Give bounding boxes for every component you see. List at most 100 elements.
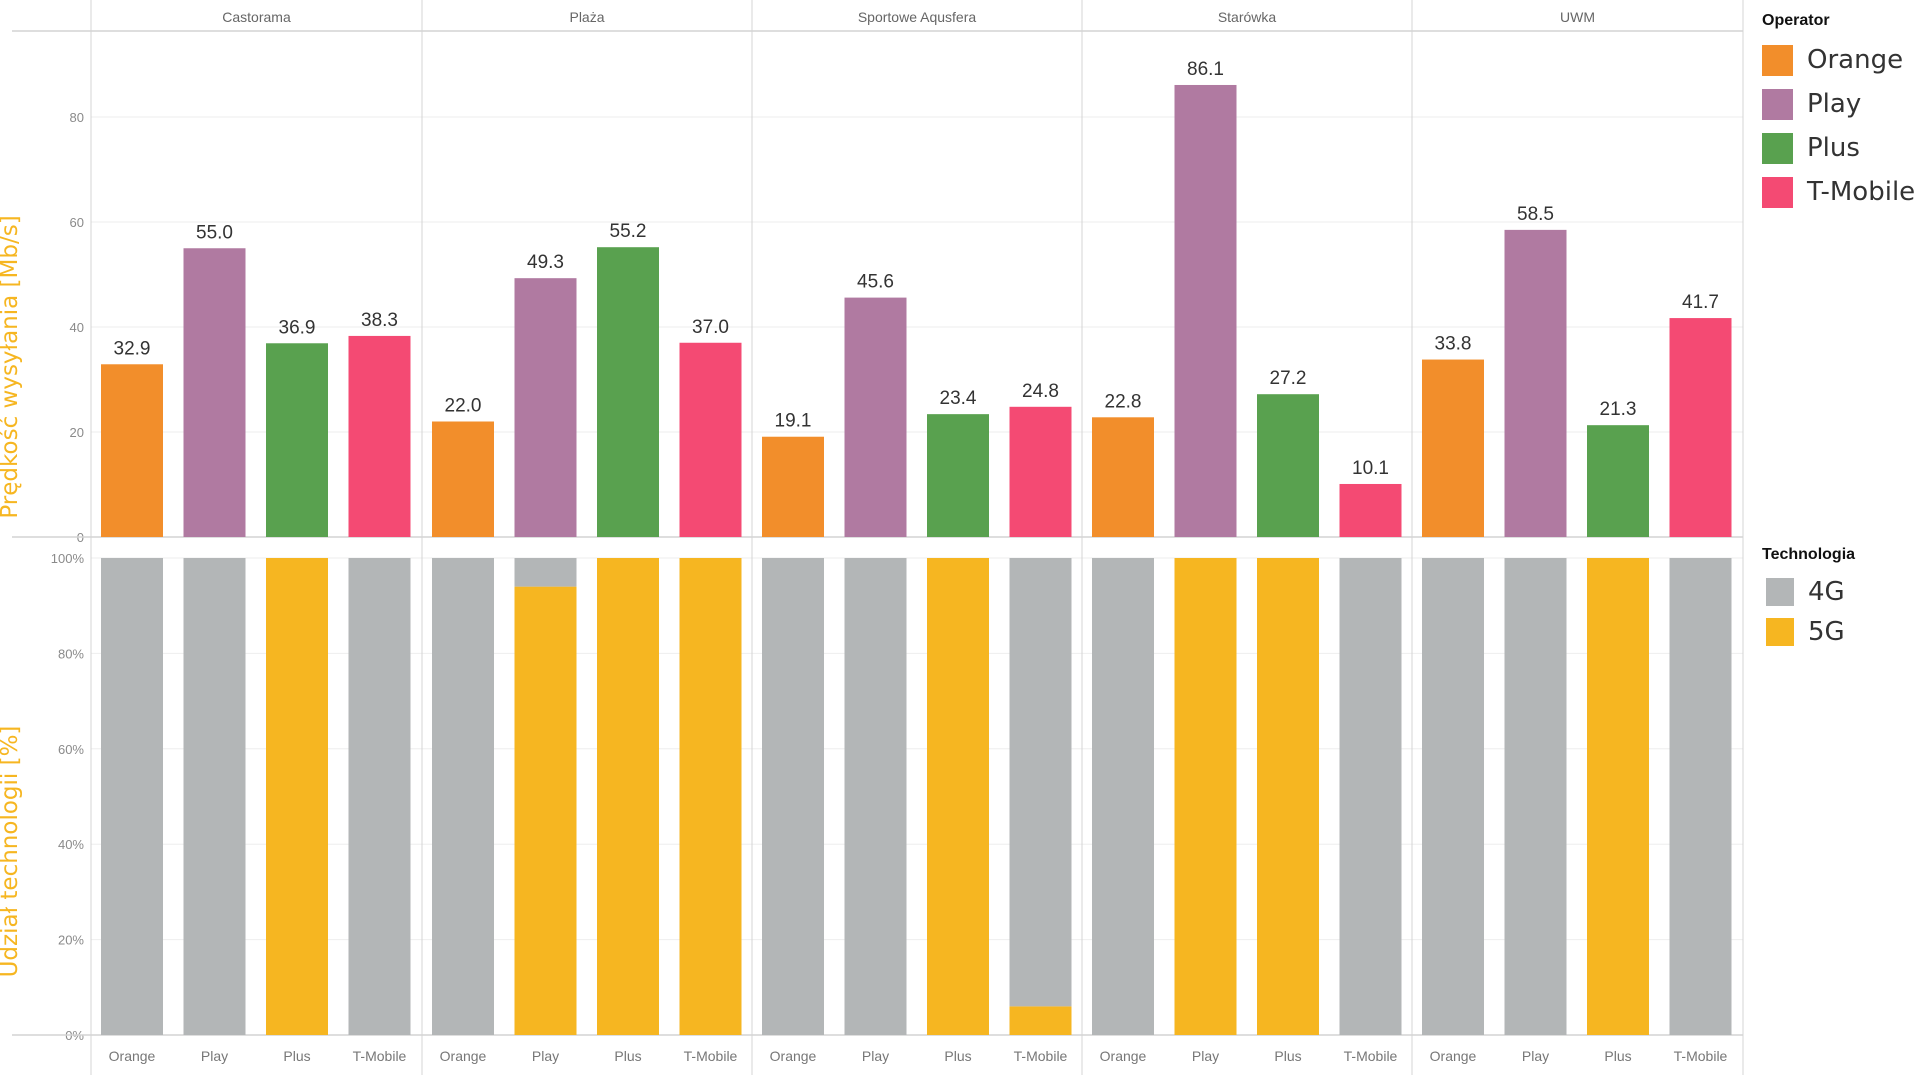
x-tick-label: Play bbox=[862, 1048, 889, 1064]
bar-4g bbox=[762, 558, 824, 1035]
y-tick-label: 20% bbox=[58, 933, 84, 948]
x-tick-label: Plus bbox=[1604, 1048, 1631, 1064]
x-tick-label: Play bbox=[1522, 1048, 1549, 1064]
bar-plus bbox=[927, 414, 989, 537]
legend-label: Orange bbox=[1807, 45, 1904, 75]
facet-header: Sportowe Aqusfera bbox=[858, 9, 977, 25]
facet-header: Castorama bbox=[222, 9, 291, 25]
bar-4g bbox=[101, 558, 163, 1035]
data-label: 32.9 bbox=[114, 338, 151, 359]
x-tick-label: T-Mobile bbox=[1674, 1048, 1728, 1064]
operator-legend: Operator Orange Play Plus T-Mobile bbox=[1762, 12, 1915, 214]
x-tick-label: Orange bbox=[1100, 1048, 1147, 1064]
y-tick-label: 60% bbox=[58, 742, 84, 757]
bar-4g bbox=[1669, 558, 1732, 1035]
legend-swatch-5g bbox=[1766, 618, 1794, 646]
x-tick-label: Orange bbox=[109, 1048, 156, 1064]
data-label: 33.8 bbox=[1435, 334, 1472, 355]
bar-t-mobile bbox=[679, 342, 742, 537]
legend-swatch-4g bbox=[1766, 578, 1794, 606]
bar-5g bbox=[1587, 558, 1649, 1035]
data-label: 10.1 bbox=[1352, 458, 1389, 479]
y-tick-label: 40% bbox=[58, 837, 84, 852]
technology-legend: Technologia 4G 5G bbox=[1762, 546, 1855, 652]
bar-4g bbox=[1422, 558, 1484, 1035]
legend-swatch-orange bbox=[1762, 44, 1793, 76]
x-tick-label: Play bbox=[532, 1048, 559, 1064]
legend-item-plus[interactable]: Plus bbox=[1762, 126, 1915, 170]
bar-play bbox=[514, 278, 577, 537]
bar-4g bbox=[1092, 558, 1154, 1035]
bar-5g bbox=[597, 558, 659, 1035]
bar-plus bbox=[266, 343, 328, 537]
x-tick-label: Play bbox=[201, 1048, 228, 1064]
data-label: 24.8 bbox=[1022, 381, 1059, 402]
legend-label: Plus bbox=[1807, 133, 1860, 163]
legend-label: T-Mobile bbox=[1807, 177, 1916, 207]
bar-t-mobile bbox=[1339, 483, 1402, 537]
data-label: 27.2 bbox=[1270, 368, 1307, 389]
y-tick-label: 100% bbox=[51, 551, 85, 566]
bar-5g bbox=[266, 558, 328, 1035]
x-tick-label: Play bbox=[1192, 1048, 1219, 1064]
legend-label: 5G bbox=[1808, 617, 1845, 647]
data-label: 22.0 bbox=[445, 396, 482, 417]
x-tick-label: T-Mobile bbox=[1344, 1048, 1398, 1064]
bar-plus bbox=[597, 247, 659, 537]
legend-label: Play bbox=[1807, 89, 1862, 119]
facet-header: Starówka bbox=[1218, 9, 1277, 25]
bar-5g bbox=[1257, 558, 1319, 1035]
legend-swatch-t-mobile bbox=[1762, 176, 1793, 208]
legend-label: 4G bbox=[1808, 577, 1845, 607]
y-tick-label: 80% bbox=[58, 646, 84, 661]
data-label: 58.5 bbox=[1517, 204, 1554, 225]
x-tick-label: Orange bbox=[1430, 1048, 1477, 1064]
bar-4g bbox=[1504, 558, 1567, 1035]
bar-4g bbox=[844, 558, 907, 1035]
x-tick-label: T-Mobile bbox=[353, 1048, 407, 1064]
bar-orange bbox=[101, 364, 163, 537]
bar-play bbox=[1174, 84, 1237, 537]
bar-orange bbox=[1092, 417, 1154, 537]
bar-4g bbox=[183, 558, 246, 1035]
legend-item-5g[interactable]: 5G bbox=[1762, 612, 1855, 652]
data-label: 22.8 bbox=[1105, 391, 1142, 412]
data-label: 37.0 bbox=[692, 317, 729, 338]
data-label: 49.3 bbox=[527, 252, 564, 273]
data-label: 21.3 bbox=[1600, 399, 1637, 420]
legend-swatch-play bbox=[1762, 88, 1793, 120]
bar-5g bbox=[1009, 1006, 1072, 1035]
x-tick-label: Plus bbox=[283, 1048, 310, 1064]
bar-orange bbox=[432, 421, 494, 537]
legend-item-4g[interactable]: 4G bbox=[1762, 572, 1855, 612]
x-tick-label: T-Mobile bbox=[1014, 1048, 1068, 1064]
bar-plus bbox=[1257, 394, 1319, 537]
bar-4g bbox=[514, 558, 577, 587]
x-tick-label: Orange bbox=[770, 1048, 817, 1064]
facet-header: Plaża bbox=[569, 9, 604, 25]
data-label: 55.2 bbox=[610, 221, 647, 242]
data-label: 55.0 bbox=[196, 222, 233, 243]
legend-title: Technologia bbox=[1762, 546, 1856, 563]
bar-plus bbox=[1587, 425, 1649, 537]
legend-item-t-mobile[interactable]: T-Mobile bbox=[1762, 170, 1915, 214]
y-axis-title: Prędkość wysyłania [Mb/s] bbox=[0, 215, 23, 518]
data-label: 45.6 bbox=[857, 272, 894, 293]
bar-5g bbox=[1174, 558, 1237, 1035]
bar-play bbox=[1504, 229, 1567, 537]
x-tick-label: Plus bbox=[944, 1048, 971, 1064]
data-label: 86.1 bbox=[1187, 59, 1224, 80]
x-tick-label: Plus bbox=[614, 1048, 641, 1064]
legend-swatch-plus bbox=[1762, 132, 1793, 164]
x-tick-label: Orange bbox=[440, 1048, 487, 1064]
data-label: 41.7 bbox=[1682, 292, 1719, 313]
legend-item-orange[interactable]: Orange bbox=[1762, 38, 1915, 82]
data-label: 19.1 bbox=[775, 411, 812, 432]
legend-item-play[interactable]: Play bbox=[1762, 82, 1915, 126]
bar-t-mobile bbox=[348, 335, 411, 537]
data-label: 23.4 bbox=[940, 388, 977, 409]
bar-4g bbox=[348, 558, 411, 1035]
bar-4g bbox=[432, 558, 494, 1035]
data-label: 38.3 bbox=[361, 310, 398, 331]
